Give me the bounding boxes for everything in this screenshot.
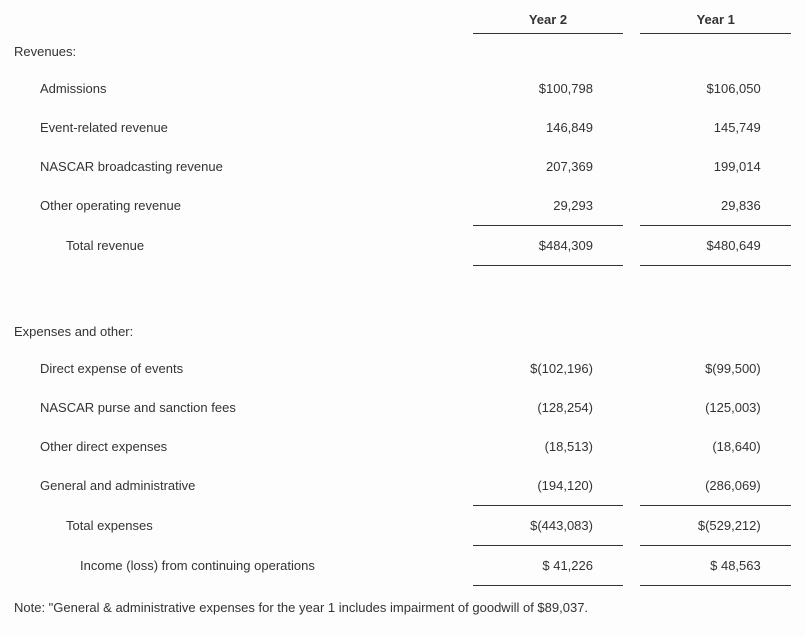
table-row: NASCAR purse and sanction fees (128,254)…: [14, 388, 791, 427]
cell-y1: (125,003): [640, 388, 791, 427]
cell-y1: $106,050: [640, 69, 791, 108]
income-row: Income (loss) from continuing operations…: [14, 545, 791, 585]
income-y2: $ 41,226: [473, 545, 623, 585]
table-row: Other direct expenses (18,513) (18,640): [14, 427, 791, 466]
cell-y1: $(99,500): [640, 349, 791, 388]
cell-y2: (128,254): [473, 388, 623, 427]
cell-y2: $(102,196): [473, 349, 623, 388]
table-row: NASCAR broadcasting revenue 207,369 199,…: [14, 147, 791, 186]
row-label: NASCAR broadcasting revenue: [14, 147, 473, 186]
total-revenue-y2: $484,309: [473, 225, 623, 265]
total-revenue-y1: $480,649: [640, 225, 791, 265]
revenues-section-label: Revenues:: [14, 34, 473, 69]
cell-y1: 29,836: [640, 186, 791, 226]
row-label: Admissions: [14, 69, 473, 108]
row-label: NASCAR purse and sanction fees: [14, 388, 473, 427]
row-label: Event-related revenue: [14, 108, 473, 147]
income-label: Income (loss) from continuing operations: [14, 545, 473, 585]
row-label: Other direct expenses: [14, 427, 473, 466]
cell-y1: (18,640): [640, 427, 791, 466]
cell-y2: (18,513): [473, 427, 623, 466]
cell-y2: $100,798: [473, 69, 623, 108]
total-expenses-y2: $(443,083): [473, 505, 623, 545]
cell-y2: 29,293: [473, 186, 623, 226]
table-row: General and administrative (194,120) (28…: [14, 466, 791, 506]
header-year1: Year 1: [640, 12, 791, 34]
section-gap: [14, 265, 791, 314]
cell-y1: 199,014: [640, 147, 791, 186]
footnote: Note: "General & administrative expenses…: [14, 600, 791, 615]
header-row: Year 2 Year 1: [14, 12, 791, 34]
header-year2: Year 2: [473, 12, 623, 34]
row-label: General and administrative: [14, 466, 473, 506]
row-label: Other operating revenue: [14, 186, 473, 226]
expenses-section-label: Expenses and other:: [14, 314, 473, 349]
total-revenue-row: Total revenue $484,309 $480,649: [14, 225, 791, 265]
table-row: Other operating revenue 29,293 29,836: [14, 186, 791, 226]
table-row: Admissions $100,798 $106,050: [14, 69, 791, 108]
cell-y1: 145,749: [640, 108, 791, 147]
cell-y2: 207,369: [473, 147, 623, 186]
income-statement-table: Year 2 Year 1 Revenues: Admissions $100,…: [14, 12, 791, 586]
total-revenue-label: Total revenue: [14, 225, 473, 265]
total-expenses-row: Total expenses $(443,083) $(529,212): [14, 505, 791, 545]
row-label: Direct expense of events: [14, 349, 473, 388]
cell-y1: (286,069): [640, 466, 791, 506]
total-expenses-y1: $(529,212): [640, 505, 791, 545]
expenses-section-row: Expenses and other:: [14, 314, 791, 349]
cell-y2: 146,849: [473, 108, 623, 147]
cell-y2: (194,120): [473, 466, 623, 506]
revenues-section-row: Revenues:: [14, 34, 791, 69]
income-y1: $ 48,563: [640, 545, 791, 585]
table-row: Event-related revenue 146,849 145,749: [14, 108, 791, 147]
total-expenses-label: Total expenses: [14, 505, 473, 545]
table-row: Direct expense of events $(102,196) $(99…: [14, 349, 791, 388]
